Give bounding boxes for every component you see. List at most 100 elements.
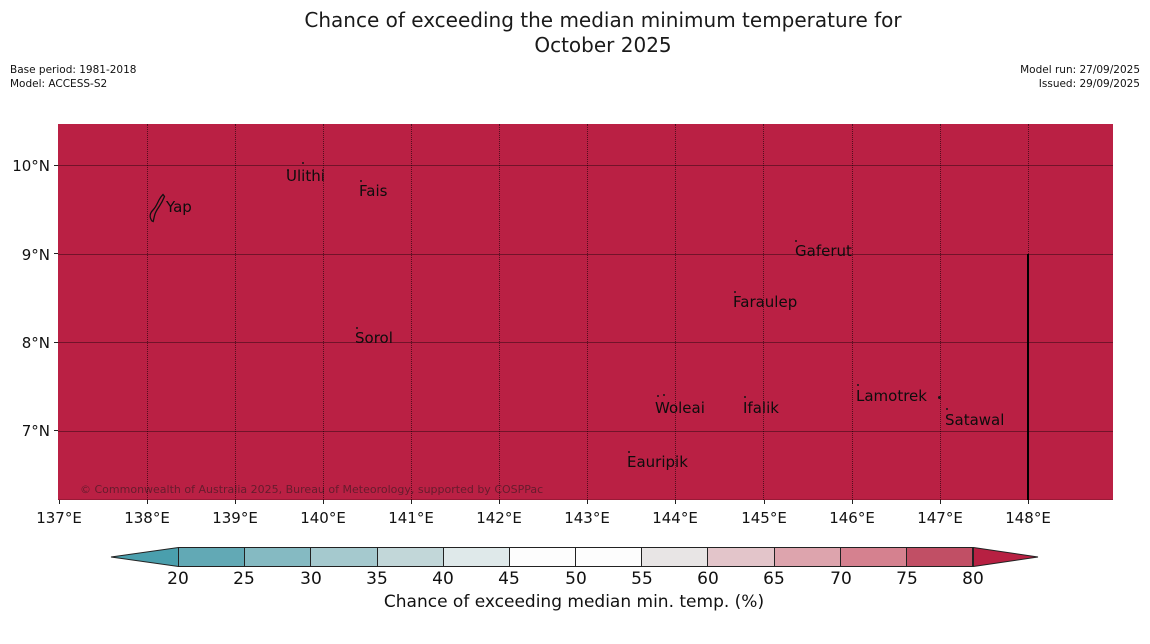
place-label-ifalik: Ifalik xyxy=(743,399,779,417)
cbtick-80: 80 xyxy=(962,569,984,589)
island-dot-lamotrek xyxy=(857,384,859,386)
island-dot-eauripik xyxy=(628,451,630,453)
colorbar-label: Chance of exceeding median min. temp. (%… xyxy=(383,592,765,612)
cbtick-70: 70 xyxy=(830,569,852,589)
island-dot-ulithi-b xyxy=(302,162,304,164)
base-period-text: Base period: 1981-2018 xyxy=(10,64,137,76)
meta-left: Base period: 1981-2018 Model: ACCESS-S2 xyxy=(10,64,136,91)
gridline-8n xyxy=(58,342,1113,343)
issued-text: Issued: 29/09/2025 xyxy=(1038,77,1140,90)
page-title: Chance of exceeding the median minimum t… xyxy=(28,8,1150,58)
cbtick-30: 30 xyxy=(300,569,322,589)
colorbar-seg-45-50 xyxy=(508,548,576,566)
ytick-8n xyxy=(54,342,58,343)
cbtick-50: 50 xyxy=(565,569,587,589)
place-label-woleai: Woleai xyxy=(655,399,705,417)
place-label-sorol: Sorol xyxy=(355,329,393,347)
xtick-138e xyxy=(147,500,148,504)
colorbar-seg-25-30 xyxy=(244,548,311,566)
xlabel-142e: 142°E xyxy=(476,509,522,527)
gridline-139e xyxy=(235,124,236,500)
place-label-faraulep: Faraulep xyxy=(733,293,798,311)
island-dot-gaferut xyxy=(795,240,797,242)
ylabel-9n: 9°N xyxy=(21,246,50,264)
colorbar-seg-35-40 xyxy=(376,548,443,566)
xtick-140e xyxy=(323,500,324,504)
island-dot-faraulep xyxy=(734,291,736,293)
xlabel-148e: 148°E xyxy=(1005,509,1051,527)
island-dot-woleai-b xyxy=(663,394,665,396)
place-label-lamotrek: Lamotrek xyxy=(856,387,927,405)
colorbar-over-arrow xyxy=(973,547,1039,567)
place-label-yap: Yap xyxy=(166,198,192,216)
xlabel-146e: 146°E xyxy=(829,509,875,527)
xlabel-147e: 147°E xyxy=(917,509,963,527)
gridline-147e xyxy=(940,124,941,500)
colorbar-seg-75-80 xyxy=(905,548,973,566)
gridline-7n xyxy=(58,431,1113,432)
xtick-147e xyxy=(940,500,941,504)
xlabel-140e: 140°E xyxy=(300,509,346,527)
colorbar-seg-30-35 xyxy=(310,548,377,566)
gridline-146e xyxy=(852,124,853,500)
colorbar-seg-55-60 xyxy=(641,548,708,566)
colorbar-seg-60-65 xyxy=(707,548,774,566)
ylabel-7n: 7°N xyxy=(21,422,50,440)
gridline-145e xyxy=(763,124,764,500)
gridline-144e xyxy=(675,124,676,500)
gridline-141e xyxy=(411,124,412,500)
ylabel-10n: 10°N xyxy=(12,157,50,175)
xlabel-143e: 143°E xyxy=(564,509,610,527)
ytick-10n xyxy=(54,165,58,166)
xtick-137e xyxy=(59,500,60,504)
xlabel-139e: 139°E xyxy=(212,509,258,527)
xlabel-145e: 145°E xyxy=(741,509,787,527)
title-line-1: Chance of exceeding the median minimum t… xyxy=(304,8,902,32)
xlabel-144e: 144°E xyxy=(652,509,698,527)
island-dot-satawal xyxy=(946,408,948,410)
ylabel-8n: 8°N xyxy=(21,334,50,352)
place-label-satawal: Satawal xyxy=(945,411,1005,429)
xtick-146e xyxy=(852,500,853,504)
place-label-eauripik: Eauripik xyxy=(627,453,688,471)
model-text: Model: ACCESS-S2 xyxy=(10,77,108,90)
place-label-gaferut: Gaferut xyxy=(795,242,852,260)
cbtick-35: 35 xyxy=(366,569,388,589)
colorbar-under-arrow xyxy=(110,547,179,567)
colorbar-body xyxy=(178,547,973,567)
xtick-145e xyxy=(764,500,765,504)
xlabel-141e: 141°E xyxy=(388,509,434,527)
xtick-143e xyxy=(587,500,588,504)
island-dot-fais xyxy=(360,180,362,182)
gridline-142e xyxy=(499,124,500,500)
xtick-142e xyxy=(499,500,500,504)
island-dot-woleai-a xyxy=(657,395,659,397)
island-dot-sorol xyxy=(356,327,358,329)
colorbar: 20 25 30 35 40 45 50 55 60 65 70 75 80 xyxy=(110,547,1039,589)
cbtick-45: 45 xyxy=(498,569,520,589)
colorbar-seg-50-55 xyxy=(575,548,642,566)
island-dot-ulithi-a xyxy=(287,169,289,171)
region-boundary-line xyxy=(1027,254,1029,500)
xlabel-138e: 138°E xyxy=(124,509,170,527)
ytick-9n xyxy=(54,253,58,254)
place-label-ulithi: Ulithi xyxy=(286,167,325,185)
gridline-138e xyxy=(147,124,148,500)
cbtick-25: 25 xyxy=(233,569,255,589)
colorbar-seg-40-45 xyxy=(442,548,509,566)
copyright-text: © Commonwealth of Australia 2025, Bureau… xyxy=(80,483,544,496)
xtick-144e xyxy=(675,500,676,504)
colorbar-seg-65-70 xyxy=(773,548,840,566)
island-dot-ifalik xyxy=(744,396,746,398)
xlabel-137e: 137°E xyxy=(36,509,82,527)
gridline-143e xyxy=(587,124,588,500)
map-canvas: Yap Ulithi Fais Sorol Gaferut Faraulep W… xyxy=(58,124,1113,500)
model-run-text: Model run: 27/09/2025 xyxy=(1020,64,1140,76)
gridline-10n xyxy=(58,165,1113,166)
cbtick-40: 40 xyxy=(432,569,454,589)
cbtick-60: 60 xyxy=(697,569,719,589)
cbtick-55: 55 xyxy=(631,569,653,589)
xtick-141e xyxy=(411,500,412,504)
colorbar-seg-20-25 xyxy=(179,548,245,566)
